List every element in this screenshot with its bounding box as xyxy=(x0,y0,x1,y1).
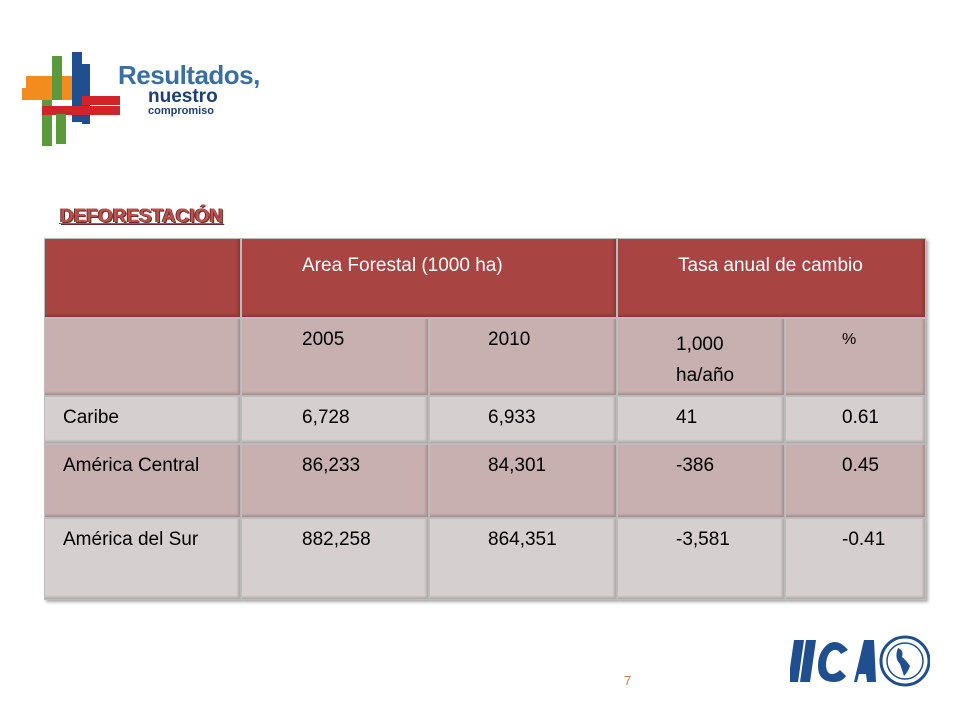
subheader-2010: 2010 xyxy=(429,318,617,396)
table-cell-2010: 864,351 xyxy=(429,518,617,600)
resultados-logo: Resultados, nuestro compromiso xyxy=(22,50,260,150)
value-cambio: -386 xyxy=(676,455,715,476)
table-cell-2010: 6,933 xyxy=(429,396,617,444)
table-row-region: América Central xyxy=(44,444,241,518)
table-cell-cambio: 41 xyxy=(617,396,785,444)
logo-line3: compromiso xyxy=(148,105,215,117)
header-empty-cell xyxy=(44,238,241,318)
subheader-unit-ha-label: 1,000 ha/año xyxy=(676,334,735,386)
region-label: América Central xyxy=(63,455,200,476)
value-cambio: -3,581 xyxy=(676,529,730,550)
value-2005: 882,258 xyxy=(302,529,371,550)
table-row-region: América del Sur xyxy=(44,518,241,600)
value-2005: 86,233 xyxy=(302,455,361,476)
table-cell-pct: -0.41 xyxy=(785,518,926,600)
iica-logo-mark xyxy=(788,635,931,687)
iica-logo xyxy=(788,630,931,692)
section-title: DEFORESTACIÓN xyxy=(60,206,224,227)
table-cell-2005: 6,728 xyxy=(241,396,429,444)
subheader-2005-label: 2005 xyxy=(302,329,345,350)
table-row-region: Caribe xyxy=(44,396,241,444)
value-pct: 0.61 xyxy=(842,407,879,428)
table-cell-cambio: -3,581 xyxy=(617,518,785,600)
subheader-2005: 2005 xyxy=(241,318,429,396)
resultados-logo-text: Resultados, nuestro compromiso xyxy=(118,62,260,117)
value-2010: 864,351 xyxy=(488,529,557,550)
table-cell-pct: 0.45 xyxy=(785,444,926,518)
table-cell-pct: 0.61 xyxy=(785,396,926,444)
value-2005: 6,728 xyxy=(302,407,350,428)
resultados-logo-mark xyxy=(22,52,120,146)
logo-line1: Resultados, xyxy=(118,60,260,90)
value-cambio: 41 xyxy=(676,407,698,428)
header-area-forestal-label: Area Forestal (1000 ha) xyxy=(302,255,503,276)
table-cell-cambio: -386 xyxy=(617,444,785,518)
subheader-empty-cell xyxy=(44,318,241,396)
header-tasa-anual: Tasa anual de cambio xyxy=(617,238,926,318)
logo-line2: nuestro xyxy=(148,86,218,107)
value-pct: 0.45 xyxy=(842,455,879,476)
header-tasa-anual-label: Tasa anual de cambio xyxy=(678,255,863,276)
table-cell-2005: 882,258 xyxy=(241,518,429,600)
table-cell-2010: 84,301 xyxy=(429,444,617,518)
region-label: América del Sur xyxy=(63,529,199,550)
value-2010: 6,933 xyxy=(488,407,536,428)
value-2010: 84,301 xyxy=(488,455,547,476)
subheader-2010-label: 2010 xyxy=(488,329,531,350)
value-pct: -0.41 xyxy=(842,529,886,550)
region-label: Caribe xyxy=(63,407,119,428)
subheader-unit-pct: % xyxy=(785,318,926,396)
table-cell-2005: 86,233 xyxy=(241,444,429,518)
deforestation-table: Area Forestal (1000 ha) Tasa anual de ca… xyxy=(44,238,926,600)
subheader-unit-ha: 1,000 ha/año xyxy=(617,318,785,396)
page-number: 7 xyxy=(624,673,632,688)
header-area-forestal: Area Forestal (1000 ha) xyxy=(241,238,617,318)
subheader-unit-pct-label: % xyxy=(842,331,857,348)
